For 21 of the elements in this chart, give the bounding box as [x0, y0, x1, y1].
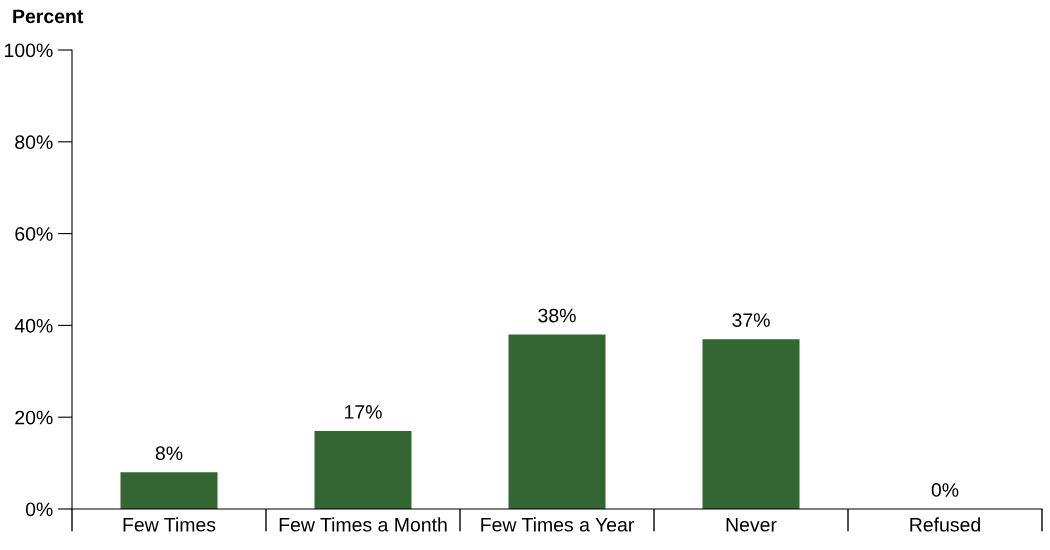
x-tick-label: Few Times — [123, 517, 216, 532]
x-tick-label: Never — [726, 518, 777, 532]
bar — [120, 472, 218, 509]
data-label: 17% — [345, 405, 382, 419]
data-label: 37% — [732, 313, 770, 327]
y-tick-label: 20% — [15, 410, 53, 425]
data-label: 0% — [931, 483, 959, 497]
x-tick-label: Refused — [910, 517, 980, 532]
y-axis-title: Percent — [13, 9, 84, 24]
x-tick-label: Few Times a Month — [279, 517, 447, 532]
y-tick-label: 0% — [25, 502, 53, 517]
data-label: 8% — [155, 446, 183, 461]
bar — [508, 334, 606, 509]
y-tick-label: 100% — [5, 43, 53, 58]
y-tick-label: 60% — [15, 227, 53, 241]
bar — [314, 430, 412, 509]
data-label: 38% — [538, 308, 576, 323]
y-tick-label: 80% — [15, 135, 53, 150]
bar — [702, 339, 800, 509]
y-tick-label: 40% — [14, 318, 53, 333]
x-tick-label: Few Times a Year — [481, 517, 634, 532]
